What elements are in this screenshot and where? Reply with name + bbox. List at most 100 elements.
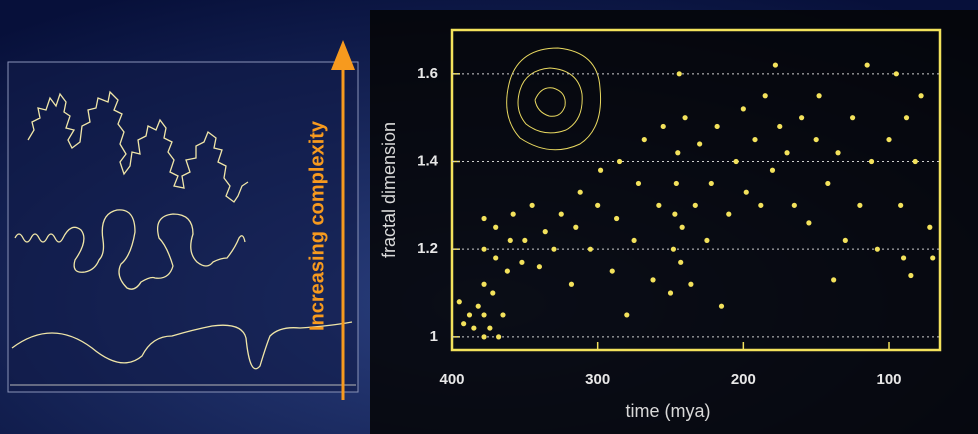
data-point [568,281,575,287]
data-point [650,277,656,283]
data-point [551,246,557,252]
data-point [900,255,907,261]
data-point [678,259,684,265]
data-point [675,150,681,156]
data-point [616,158,623,165]
data-point [791,202,797,208]
data-point [507,237,513,244]
data-point [777,123,783,130]
data-point [864,62,870,68]
data-point [849,115,856,121]
data-point [529,202,535,208]
data-point [624,312,630,318]
data-point [868,158,875,165]
data-point [718,303,725,309]
data-point [762,93,768,99]
ammonite-sketch [506,47,602,151]
data-point [471,325,477,331]
data-point [487,325,493,331]
data-point [842,237,848,244]
data-point [672,211,678,217]
data-point [772,62,778,68]
data-point [609,268,615,274]
data-point [857,202,863,208]
data-point [577,189,583,195]
x-tick-label: 100 [876,371,901,388]
data-point [704,237,710,244]
data-point [522,237,528,244]
chart-panel [370,10,978,434]
data-point [825,180,831,187]
data-point [475,303,481,309]
data-point [806,220,812,226]
y-tick-label: 1.2 [417,240,438,257]
data-point [631,237,637,244]
data-point [697,141,703,147]
y-tick-label: 1.6 [417,65,438,82]
data-point [456,299,462,305]
data-point [667,290,674,296]
data-point [898,202,904,208]
data-point [692,202,698,208]
data-point [799,115,805,121]
data-point [461,321,467,327]
data-point [466,312,473,318]
data-point [679,224,685,230]
data-point [656,202,662,208]
data-point [500,312,506,318]
data-point [769,167,776,173]
data-point [510,211,516,217]
data-point [831,277,837,283]
data-point [708,180,714,187]
arrow-head [331,40,355,70]
data-point [493,255,499,261]
data-point [595,202,601,208]
data-point [597,167,604,173]
data-point [660,123,666,130]
data-point [816,93,822,99]
data-point [903,115,910,121]
data-point [481,312,487,318]
side-label: Increasing complexity [306,120,328,331]
data-point [740,106,746,112]
x-axis-label: time (mya) [626,401,711,421]
data-point [676,71,682,77]
data-point [733,158,739,165]
y-tick-label: 1 [430,328,438,345]
data-point [481,215,487,222]
data-point [493,224,499,230]
data-point [688,281,694,287]
data-point [918,93,924,99]
data-point [726,211,732,217]
data-point [908,272,914,279]
data-point [635,180,642,187]
x-tick-label: 300 [585,371,610,388]
suture-drawings [10,90,356,386]
data-point [930,255,936,261]
data-point [536,264,543,270]
data-point [490,290,496,296]
data-point [504,268,510,274]
data-point [835,150,841,156]
data-point [752,136,758,143]
suture-panel [7,61,359,393]
data-point [682,115,688,121]
data-point [614,215,620,222]
data-point [573,224,579,230]
plot-frame [450,28,942,352]
data-point [670,246,677,252]
data-point [496,334,502,340]
data-point [542,229,548,235]
y-axis-label: fractal dimension [379,122,399,258]
data-point [641,136,647,143]
data-point [558,211,564,217]
data-point [927,224,933,230]
data-point [813,136,819,143]
y-tick-label: 1.4 [417,152,439,169]
data-point [893,71,899,77]
data-point [912,158,918,165]
data-point [758,202,764,208]
data-point [714,123,720,130]
